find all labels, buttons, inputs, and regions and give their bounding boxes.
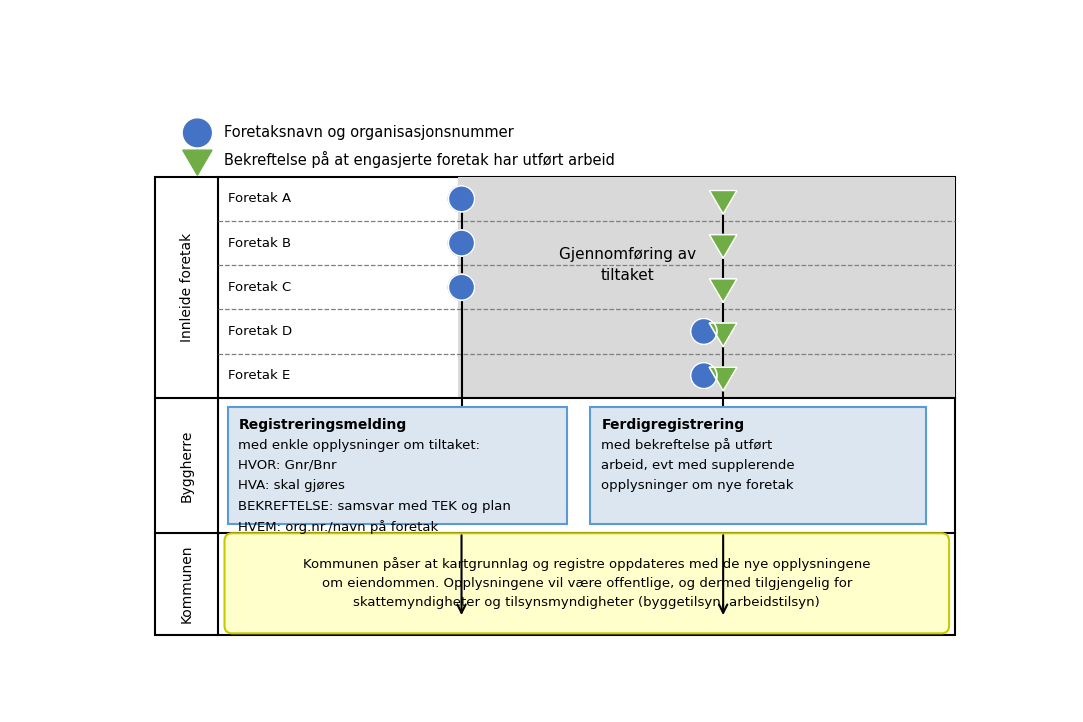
Text: HVOR: Gnr/Bnr: HVOR: Gnr/Bnr — [238, 459, 337, 472]
Text: opplysninger om nye foretak: opplysninger om nye foretak — [601, 479, 794, 492]
Text: HVA: skal gjøres: HVA: skal gjøres — [238, 479, 345, 492]
Text: Kommunen påser at kartgrunnlag og registre oppdateres med de nye opplysningene
o: Kommunen påser at kartgrunnlag og regist… — [303, 557, 871, 609]
Bar — [458, 177, 955, 398]
Text: Foretak B: Foretak B — [227, 237, 290, 250]
FancyBboxPatch shape — [227, 407, 566, 524]
Text: Bekreftelse på at engasjerte foretak har utført arbeid: Bekreftelse på at engasjerte foretak har… — [224, 150, 615, 168]
Polygon shape — [709, 235, 738, 258]
Circle shape — [183, 119, 211, 147]
Text: med enkle opplysninger om tiltaket:: med enkle opplysninger om tiltaket: — [238, 438, 481, 451]
Circle shape — [448, 186, 474, 212]
Text: Foretak C: Foretak C — [227, 281, 291, 294]
Text: arbeid, evt med supplerende: arbeid, evt med supplerende — [601, 459, 795, 472]
Polygon shape — [709, 191, 738, 214]
Text: Foretaksnavn og organisasjonsnummer: Foretaksnavn og organisasjonsnummer — [224, 126, 514, 140]
Text: Innleide foretak: Innleide foretak — [180, 232, 194, 342]
Polygon shape — [709, 323, 738, 347]
Text: Registreringsmelding: Registreringsmelding — [238, 418, 407, 432]
Text: HVEM: org.nr./navn på foretak: HVEM: org.nr./navn på foretak — [238, 520, 439, 534]
Text: Foretak E: Foretak E — [227, 369, 290, 382]
Circle shape — [448, 274, 474, 300]
Bar — [155, 177, 955, 635]
Circle shape — [691, 318, 717, 344]
FancyBboxPatch shape — [224, 534, 949, 633]
Circle shape — [448, 230, 474, 256]
Polygon shape — [183, 150, 212, 175]
Text: Kommunen: Kommunen — [180, 545, 194, 623]
Polygon shape — [709, 367, 738, 391]
Text: Ferdigregistrering: Ferdigregistrering — [601, 418, 744, 432]
FancyBboxPatch shape — [590, 407, 926, 524]
Circle shape — [691, 362, 717, 388]
Text: Byggherre: Byggherre — [180, 430, 194, 502]
Text: Foretak D: Foretak D — [227, 325, 291, 338]
Text: BEKREFTELSE: samsvar med TEK og plan: BEKREFTELSE: samsvar med TEK og plan — [238, 500, 511, 513]
Polygon shape — [709, 279, 738, 303]
Text: med bekreftelse på utført: med bekreftelse på utført — [601, 438, 772, 453]
Text: Gjennomføring av
tiltaket: Gjennomføring av tiltaket — [559, 247, 695, 283]
Text: Foretak A: Foretak A — [227, 192, 290, 205]
